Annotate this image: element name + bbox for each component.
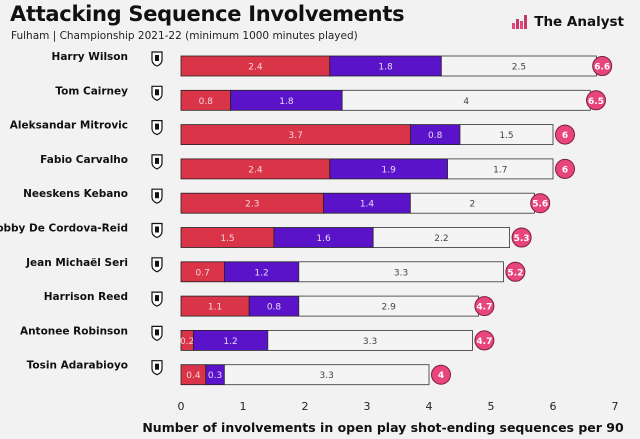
bar-segment [372,227,511,248]
segment-value-label: 1.9 [382,165,397,175]
segment-value-label: 1.5 [220,234,234,244]
total-value-label: 6 [562,165,568,175]
x-tick-label: 7 [612,400,619,413]
x-tick-label: 5 [488,400,495,413]
total-value-label: 5.3 [514,234,530,244]
total-badge [586,90,606,111]
segment-value-label: 2.4 [248,63,263,73]
x-tick-label: 2 [302,400,309,413]
total-value-label: 5.2 [507,268,523,278]
segment-value-label: 1.6 [316,234,331,244]
segment-value-label: 2.5 [512,63,526,73]
club-crest-detail [155,363,159,370]
bar-segment [298,261,504,283]
player-name: Fabio Carvalho [40,154,128,166]
club-crest-detail [155,55,159,61]
total-value-label: 6 [562,131,568,141]
club-crest-detail [155,123,159,130]
bar-segment [447,158,554,180]
player-name: Bobby De Cordova-Reid [0,223,128,235]
segment-value-label: 3.3 [394,268,408,278]
segment-value-label: 2.9 [382,303,397,313]
x-tick-label: 3 [364,400,371,413]
segment-value-label: 0.8 [267,303,282,313]
segment-value-label: 1.4 [360,200,375,210]
player-name: Harrison Reed [44,291,128,303]
segment-value-label: 2.2 [434,234,448,244]
total-value-label: 4.7 [476,337,492,347]
club-crest-detail [155,157,159,164]
bar-segment [459,124,554,145]
brand-bars-icon [512,15,528,29]
segment-value-label: 3.3 [320,371,334,381]
player-name: Harry Wilson [52,51,128,63]
total-badge [474,296,495,317]
x-tick-label: 0 [178,400,185,413]
total-badge [592,56,613,76]
segment-value-label: 0.3 [208,371,222,381]
total-badge [530,193,551,214]
brand-name: The Analyst [534,14,624,30]
player-name: Neeskens Kebano [23,188,128,200]
segment-value-label: 1.2 [254,268,268,278]
segment-value-label: 2 [470,200,476,210]
club-crest-detail [155,260,159,267]
player-name: Aleksandar Mitrovic [10,120,128,132]
x-tick-label: 4 [426,400,433,413]
segment-value-label: 2.3 [245,200,259,210]
club-crest-detail [155,295,159,302]
chart-title: Attacking Sequence Involvements [10,2,405,26]
player-name: Tosin Adarabioyo [27,360,128,372]
segment-value-label: 1.7 [493,165,507,175]
player-name: Antonee Robinson [20,325,128,337]
total-value-label: 4 [438,371,444,381]
bar-segment [223,364,430,386]
total-value-label: 4.7 [476,303,492,313]
total-badge [555,158,575,179]
club-crest-detail [155,226,159,233]
segment-value-label: 1.1 [208,303,222,313]
segment-value-label: 2.4 [248,165,263,175]
total-badge [555,124,575,145]
segment-value-label: 1.5 [499,131,513,141]
segment-value-label: 3.3 [363,337,377,347]
player-name: Jean Michaël Seri [25,257,128,269]
bar-segment [267,329,473,351]
x-tick-label: 6 [550,400,557,413]
segment-value-label: 3.7 [289,131,303,141]
segment-value-label: 1.8 [378,63,393,73]
segment-value-label: 0.8 [428,131,443,141]
segment-value-label: 1.2 [223,337,237,347]
x-axis-label: Number of involvements in open play shot… [142,420,624,435]
chart-subtitle: Fulham | Championship 2021-22 (minimum 1… [11,30,358,42]
total-value-label: 5.6 [532,200,548,210]
total-badge [505,261,526,282]
segment-value-label: 0.7 [196,268,210,278]
total-badge [511,227,532,248]
brand-logo: The Analyst [512,14,624,30]
x-tick-label: 1 [240,400,247,413]
segment-value-label: 0.8 [199,97,214,107]
segment-value-label: 1.8 [279,97,294,107]
segment-value-label: 0.2 [180,337,194,347]
total-value-label: 6.6 [594,63,610,73]
segment-value-label: 0.4 [186,371,201,381]
player-name: Tom Cairney [55,85,128,97]
total-badge [474,330,495,351]
total-value-label: 6.5 [588,97,604,107]
total-badge [431,364,451,385]
segment-value-label: 4 [463,97,469,107]
club-crest-detail [155,192,159,199]
club-crest-detail [155,89,159,96]
club-crest-detail [155,329,159,336]
